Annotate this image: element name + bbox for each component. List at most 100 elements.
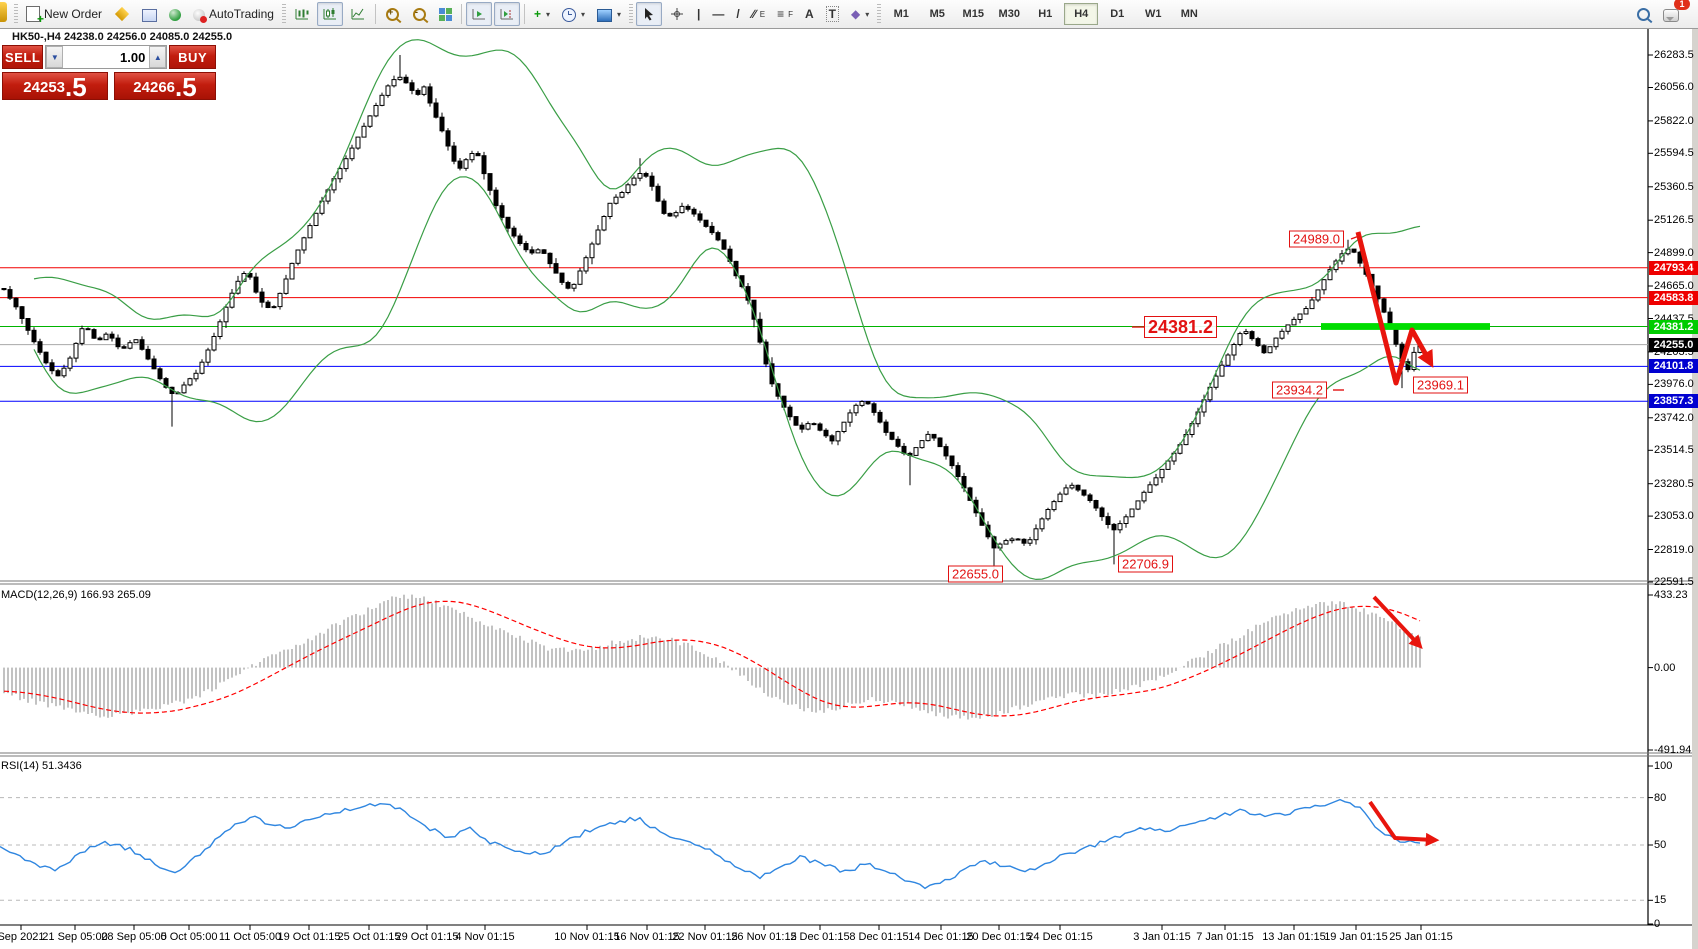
periods-button[interactable]: ▾	[557, 2, 590, 26]
buy-price[interactable]: 24266 .5	[114, 72, 216, 100]
auto-scroll-icon	[471, 6, 487, 22]
axis-ticks	[20, 54, 1653, 930]
symbol-title: HK50-,H4 24238.0 24256.0 24085.0 24255.0	[12, 31, 233, 43]
toolbar-drag-handle[interactable]	[877, 4, 882, 24]
clipped-icon	[0, 2, 7, 22]
drawn-objects[interactable]	[1132, 231, 1434, 391]
volume-control: ▼ ▲	[45, 45, 168, 69]
price-annotation[interactable]: 23934.2	[1272, 381, 1327, 399]
timeframe-d1-button[interactable]: D1	[1110, 8, 1125, 20]
templates-icon	[597, 8, 612, 22]
timeframe-group: M1 M5 M15 M30 H1 H4 D1 W1 MN	[883, 3, 1207, 25]
new-order-button[interactable]: New Order	[21, 2, 107, 26]
candlestick-chart-button[interactable]	[316, 2, 343, 26]
new-order-icon	[26, 6, 44, 26]
autotrading-icon	[193, 9, 208, 23]
volume-decrease-button[interactable]: ▼	[46, 46, 64, 68]
bollinger-upper	[33, 39, 1421, 479]
horizontal-price-lines[interactable]	[0, 267, 1648, 402]
community-button[interactable]	[164, 2, 186, 26]
shapes-icon: ◆	[851, 7, 861, 21]
horizontal-line-tool-button[interactable]: —	[707, 2, 729, 26]
macd-pane	[3, 594, 1423, 720]
trendline-tool-button[interactable]: /	[731, 2, 744, 26]
autotrading-button[interactable]: AutoTrading	[188, 2, 279, 26]
resistance-highlight-bar[interactable]	[1321, 323, 1490, 330]
timeframe-m5-button[interactable]: M5	[929, 8, 945, 20]
date-label: 22 Nov 01:15	[672, 931, 738, 943]
crosshair-tool-button[interactable]	[664, 2, 690, 26]
sell-price[interactable]: 24253 .5	[2, 72, 108, 100]
buy-price-main: 24266	[133, 79, 176, 96]
fibonacci-tool-button[interactable]: ≡ F	[777, 7, 793, 21]
timeframe-m15-button[interactable]: M15	[962, 8, 984, 20]
bar-chart-button[interactable]	[289, 2, 315, 26]
chart-wizard-button[interactable]	[109, 2, 135, 26]
timeframe-w1-button[interactable]: W1	[1145, 8, 1162, 20]
timeframe-h4-button[interactable]: H4	[1064, 3, 1099, 25]
tile-windows-icon	[438, 8, 452, 21]
price-annotation[interactable]: 22706.9	[1118, 555, 1173, 573]
price-level-label: 23857.3	[1649, 394, 1698, 408]
down-arrow-macd[interactable]	[1372, 595, 1423, 649]
date-label: 11 Oct 05:00	[218, 931, 282, 943]
text-tool-button[interactable]: A	[800, 2, 819, 26]
date-label: 2 Dec 01:15	[790, 931, 850, 943]
rsi-tick-label: 0	[1654, 918, 1661, 930]
sell-price-frac: .5	[65, 72, 87, 102]
date-label: 16 Nov 01:15	[614, 931, 680, 943]
search-button[interactable]	[1631, 2, 1656, 26]
timeframe-m30-button[interactable]: M30	[998, 8, 1020, 20]
channel-tool-button[interactable]: ∕∕ E	[751, 7, 766, 21]
buy-button[interactable]: BUY	[169, 45, 216, 69]
bar-chart-icon	[294, 6, 310, 22]
zoom-out-button[interactable]: -	[407, 2, 432, 26]
date-label: 20 Dec 01:15	[966, 931, 1032, 943]
toolbar-drag-handle[interactable]	[629, 4, 634, 24]
pane-frame	[0, 28, 1692, 926]
price-annotation[interactable]: 22655.0	[948, 565, 1003, 583]
price-annotation[interactable]: 24381.2	[1144, 316, 1218, 338]
shapes-tool-button[interactable]: ◆ ▾	[846, 2, 874, 26]
rsi-tick-label: 100	[1654, 760, 1673, 772]
label-tool-button[interactable]: T	[821, 2, 844, 26]
volume-increase-button[interactable]: ▲	[149, 46, 167, 68]
notification-badge: 1	[1674, 0, 1690, 10]
date-label: 25 Jan 01:15	[1389, 931, 1453, 943]
price-annotation[interactable]: 24989.0	[1289, 230, 1344, 248]
rsi-label: RSI(14) 51.3436	[1, 760, 82, 772]
price-tick-label: 23053.0	[1654, 510, 1694, 522]
indicators-button[interactable]: + ▾	[529, 2, 555, 26]
date-label: 5 Oct 05:00	[160, 931, 218, 943]
chart-shift-icon	[499, 6, 515, 22]
price-tick-label: 25594.5	[1654, 147, 1694, 159]
profiles-button[interactable]	[137, 2, 162, 26]
price-tick-label: 24899.0	[1654, 247, 1694, 259]
macd-label: MACD(12,26,9) 166.93 265.09	[1, 589, 151, 601]
volume-input[interactable]	[63, 46, 150, 68]
notifications-button[interactable]: 1	[1658, 0, 1690, 26]
price-annotation[interactable]: 23969.1	[1413, 376, 1468, 394]
tile-windows-button[interactable]	[434, 2, 457, 26]
templates-button[interactable]: ▾	[592, 2, 626, 26]
price-tick-label: 26283.5	[1654, 49, 1694, 61]
line-chart-button[interactable]	[345, 2, 371, 26]
toolbar-drag-handle[interactable]	[14, 4, 18, 24]
auto-scroll-button[interactable]	[465, 2, 492, 26]
chart-shift-button[interactable]	[493, 2, 520, 26]
vertical-line-tool-button[interactable]: |	[692, 2, 705, 26]
macd-tick-label: -491.94	[1654, 744, 1692, 756]
rsi-tick-label: 50	[1654, 839, 1667, 851]
timeframe-m1-button[interactable]: M1	[893, 8, 909, 20]
cursor-tool-button[interactable]	[636, 2, 663, 26]
crosshair-icon	[669, 6, 685, 22]
down-arrow-rsi[interactable]	[1368, 800, 1440, 847]
timeframe-mn-button[interactable]: MN	[1180, 8, 1198, 20]
horizontal-line-icon: —	[712, 7, 725, 21]
sell-button[interactable]: SELL	[2, 45, 44, 69]
toolbar-drag-handle[interactable]	[281, 4, 286, 24]
chat-balloon-icon	[1663, 8, 1679, 22]
timeframe-h1-button[interactable]: H1	[1038, 8, 1053, 20]
zoom-in-button[interactable]: +	[380, 2, 405, 26]
